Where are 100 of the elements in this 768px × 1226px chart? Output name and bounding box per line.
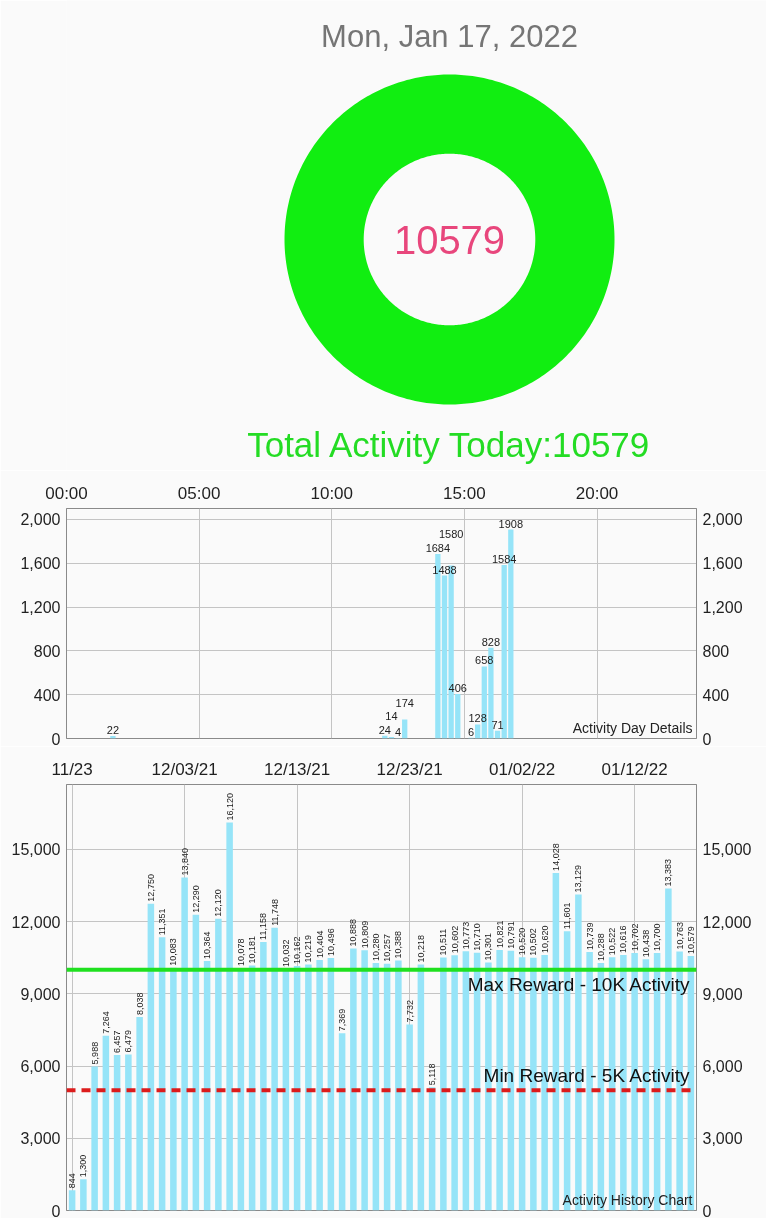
data-label: 10,257 (382, 934, 393, 962)
y2-tick-label: 0 (702, 1202, 712, 1220)
y-tick-label: 6,000 (20, 1058, 61, 1076)
y2-tick-label: 9,000 (702, 985, 743, 1003)
data-label: 1908 (498, 517, 524, 530)
x-tick-label: 05:00 (177, 483, 221, 503)
data-label: 10,888 (348, 918, 359, 947)
data-label: 13,383 (663, 858, 674, 887)
data-label: 10,710 (472, 923, 483, 951)
bar (406, 1024, 413, 1211)
data-label: 128 (468, 712, 487, 725)
data-label: 10,288 (595, 933, 606, 961)
bar (271, 927, 278, 1211)
data-label: 8,038 (134, 992, 145, 1016)
bar (282, 969, 290, 1211)
x-tick-label: 12/23/21 (376, 759, 443, 779)
bar (305, 964, 312, 1211)
data-label: 10,791 (505, 921, 516, 949)
data-label: 10,522 (607, 927, 618, 956)
bar (181, 877, 188, 1211)
y-tick-label: 1,200 (20, 599, 61, 617)
data-label: 6,479 (123, 1030, 134, 1053)
data-label: 10,520 (517, 927, 528, 956)
data-label: 10,162 (292, 936, 303, 964)
annotation: Activity History Chart (562, 1191, 693, 1208)
data-label: 10,404 (314, 930, 325, 959)
y2-tick-label: 400 (702, 686, 730, 704)
data-label: 10,301 (483, 933, 494, 961)
data-label: 10,739 (584, 922, 595, 951)
y-tick-label: 0 (51, 730, 61, 748)
bar (316, 960, 323, 1211)
data-label: 174 (395, 696, 414, 709)
bar (110, 736, 116, 739)
data-label: 13,129 (573, 864, 584, 893)
data-label: 10,219 (303, 935, 314, 963)
bar (372, 963, 380, 1211)
data-label: 10,083 (168, 938, 179, 966)
data-label: 7,264 (100, 1011, 111, 1034)
data-label: 5,118 (427, 1063, 438, 1086)
data-label: 11,351 (157, 908, 168, 936)
data-label: 1,300 (78, 1154, 89, 1178)
x-tick-label: 01/12/22 (601, 759, 668, 779)
bar (361, 950, 368, 1211)
data-label: 6 (467, 725, 475, 738)
y-tick-label: 2,000 (20, 511, 61, 529)
bar (192, 914, 200, 1211)
data-label: 10,579 (685, 926, 696, 954)
data-label: 658 (475, 654, 494, 667)
bar (147, 903, 155, 1211)
data-label: 10,773 (460, 921, 471, 950)
data-label: 14,028 (550, 843, 561, 871)
x-tick-label: 10:00 (310, 483, 354, 503)
bar (338, 1033, 346, 1211)
bar (462, 951, 470, 1211)
data-label: 6,457 (112, 1030, 123, 1054)
data-label: 4 (395, 726, 402, 739)
bar (125, 1054, 132, 1211)
x-tick-label: 12/13/21 (264, 759, 331, 779)
y-tick-label: 9,000 (20, 985, 61, 1003)
data-label: 11,158 (258, 913, 269, 940)
data-label: 10,280 (370, 933, 381, 962)
data-label: 10,511 (438, 928, 449, 956)
data-label: 10,763 (674, 921, 685, 950)
data-label: 10,616 (618, 925, 629, 953)
y-tick-label: 800 (33, 642, 61, 660)
data-label: 828 (481, 635, 501, 648)
data-label: 10,620 (539, 925, 550, 953)
bar (102, 1035, 110, 1211)
data-label: 10,821 (494, 920, 505, 949)
y-tick-label: 15,000 (11, 841, 61, 859)
y2-tick-label: 0 (702, 730, 712, 748)
bar (226, 822, 233, 1211)
data-label: 10,218 (415, 935, 426, 963)
data-label: 10,700 (652, 923, 663, 951)
x-tick-label: 01/02/22 (489, 759, 556, 779)
data-label: 10,502 (528, 928, 539, 956)
data-label: 13,840 (179, 847, 190, 876)
data-label: 7,369 (337, 1008, 348, 1032)
ref-line-label: Min Reward - 5K Activity (483, 1065, 690, 1087)
x-tick-label: 12/03/21 (151, 759, 218, 779)
data-label: 10,032 (280, 939, 291, 968)
y2-tick-label: 6,000 (702, 1058, 743, 1076)
data-label: 11,748 (269, 898, 280, 926)
bar (402, 719, 408, 739)
bar (475, 724, 481, 739)
x-tick-label: 20:00 (575, 483, 619, 503)
x-tick-label: 15:00 (443, 483, 486, 503)
chart-title: Mon, Jan 17, 2022 (321, 19, 578, 54)
x-tick-label: 00:00 (45, 483, 88, 503)
data-label: 406 (448, 682, 467, 695)
y2-tick-label: 12,000 (702, 913, 752, 931)
text: Total Activity Today:10579 (247, 425, 650, 464)
data-label: 844 (67, 1173, 78, 1189)
data-label: 12,290 (190, 885, 201, 913)
y2-tick-label: 3,000 (702, 1130, 743, 1148)
data-label: 1584 (491, 553, 517, 566)
data-label: 10,602 (449, 925, 460, 954)
data-label: 1488 (432, 563, 457, 576)
bar (395, 960, 402, 1211)
data-label: 10,078 (235, 938, 246, 966)
